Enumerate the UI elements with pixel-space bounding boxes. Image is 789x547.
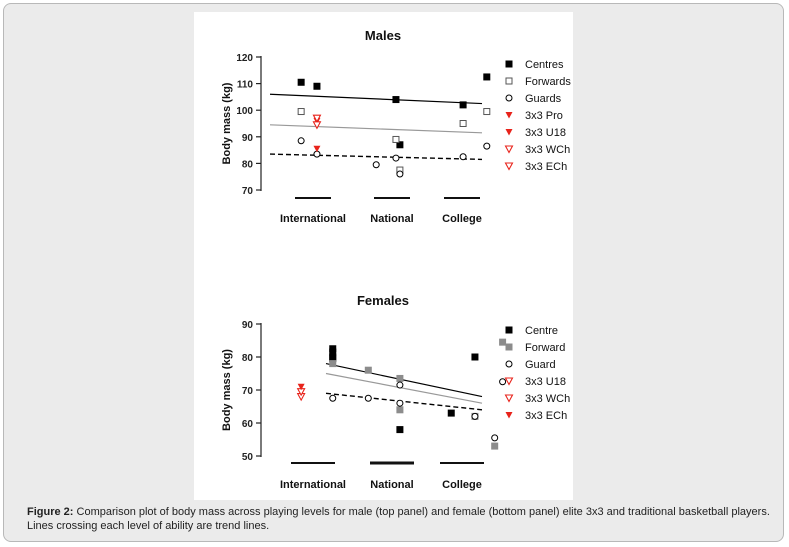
y-tick-label: 90: [242, 320, 254, 331]
legend-label-3x3-wch: 3x3 WCh: [525, 144, 570, 156]
trend-line-centres-trend: [269, 93, 483, 105]
legend-marker-forwards: [505, 77, 513, 85]
y-tick-label: 70: [242, 386, 254, 397]
y-tick-label: 80: [242, 159, 254, 170]
chart-title: Males: [365, 28, 401, 43]
legend-marker-guards: [505, 94, 513, 102]
data-point-centre: [329, 348, 337, 356]
data-point-centre: [329, 355, 337, 363]
legend-label-3x3-ech: 3x3 ECh: [525, 410, 567, 422]
data-point-centres: [396, 141, 404, 149]
legend-label-centres: Centres: [525, 59, 564, 71]
legend-label-forwards: Forwards: [525, 76, 571, 88]
figure-panel: Males Body mass (kg) 70 80 90 100 110 120 Intern…: [194, 12, 573, 500]
legend-label-3x3-pro: 3x3 Pro: [525, 110, 563, 122]
data-point-3x3-ech: [312, 121, 322, 130]
data-point-centre: [396, 426, 404, 434]
category-label-national: National: [370, 213, 413, 225]
data-point-forward: [364, 366, 372, 374]
y-tick-label: 50: [242, 452, 254, 463]
figure-svg: Males Body mass (kg) 70 80 90 100 110 120 Intern…: [221, 28, 571, 491]
trend-line-guards-trend: [269, 153, 483, 161]
data-point-guard: [329, 394, 337, 402]
data-point-3x3-u18: [313, 145, 321, 153]
data-point-forward: [499, 338, 507, 346]
y-tick-label: 60: [242, 419, 254, 430]
data-point-guards: [483, 142, 491, 150]
legend-label-centre: Centre: [525, 325, 558, 337]
legend-marker-3x3-ech: [505, 412, 513, 419]
data-point-centres: [459, 101, 467, 109]
y-tick-label: 90: [242, 133, 254, 144]
data-point-guard: [396, 381, 404, 389]
data-point-centre: [471, 353, 479, 361]
legend-marker-3x3-u18: [504, 377, 514, 386]
legend-marker-3x3-pro: [505, 112, 513, 119]
data-point-guard: [471, 412, 479, 420]
data-point-centres: [297, 78, 305, 86]
data-point-forwards: [483, 108, 491, 116]
y-axis-label: Body mass (kg): [221, 349, 233, 431]
legend-label-3x3-u18: 3x3 U18: [525, 127, 566, 139]
chart-title: Females: [357, 293, 409, 308]
legend-label-guards: Guards: [525, 93, 562, 105]
legend-label-3x3-u18: 3x3 U18: [525, 376, 566, 388]
legend-marker-forward: [505, 343, 513, 351]
data-point-guard: [364, 394, 372, 402]
category-label-college: College: [442, 213, 482, 225]
data-point-forwards: [297, 108, 305, 116]
data-point-3x3-ech: [297, 383, 305, 391]
legend-label-3x3-ech: 3x3 ECh: [525, 161, 567, 173]
data-point-guard: [491, 434, 499, 442]
legend-label-guard: Guard: [525, 359, 556, 371]
trend-line-forward-trend: [325, 372, 483, 404]
y-tick-label: 120: [236, 53, 253, 64]
data-point-forward: [329, 360, 337, 368]
data-point-guards: [297, 137, 305, 145]
legend-marker-3x3-wch: [504, 394, 514, 403]
category-label-national: National: [370, 479, 413, 491]
legend-marker-centre: [505, 326, 513, 334]
legend-marker-3x3-ech: [504, 162, 514, 171]
data-point-centres: [392, 96, 400, 104]
legend-marker-3x3-wch: [504, 145, 514, 154]
y-tick-label: 80: [242, 353, 254, 364]
data-point-centres: [313, 82, 321, 90]
trend-line-forwards-trend: [269, 124, 483, 134]
data-point-forwards: [392, 135, 400, 143]
data-point-guards: [372, 161, 380, 169]
trend-line-guard-trend: [325, 392, 483, 411]
data-point-guard: [499, 378, 507, 386]
legend-label-3x3-wch: 3x3 WCh: [525, 393, 570, 405]
trend-line-centre-trend: [325, 363, 483, 398]
category-label-college: College: [442, 479, 482, 491]
legend-marker-3x3-u18: [505, 129, 513, 136]
males-plot: Males Body mass (kg) 70 80 90 100 110 120 Intern…: [221, 28, 571, 225]
data-point-forward: [396, 374, 404, 382]
y-tick-label: 100: [236, 106, 253, 117]
caption-text: Comparison plot of body mass across play…: [27, 506, 770, 532]
data-point-forwards: [459, 120, 467, 127]
y-tick-label: 110: [237, 80, 254, 91]
data-point-3x3-wch: [312, 114, 322, 123]
category-label-international: International: [280, 213, 346, 225]
data-point-forward: [396, 406, 404, 414]
legend-label-forward: Forward: [525, 342, 565, 354]
category-label-international: International: [280, 479, 346, 491]
legend-marker-guard: [505, 360, 513, 368]
data-point-guard: [396, 399, 404, 407]
data-point-centre: [447, 409, 455, 417]
females-plot: Females Body mass (kg) 50 60 70 80 90 Internati…: [221, 293, 570, 491]
data-point-guards: [396, 170, 404, 178]
figure-frame: Males Body mass (kg) 70 80 90 100 110 120 Intern…: [3, 3, 784, 542]
data-point-forward: [491, 442, 499, 450]
caption-label: Figure 2:: [27, 506, 74, 518]
data-point-guards: [459, 153, 467, 161]
data-point-centres: [483, 73, 491, 81]
legend-marker-centres: [505, 60, 513, 68]
y-tick-label: 70: [242, 186, 254, 197]
data-point-guards: [392, 154, 400, 162]
y-axis-label: Body mass (kg): [221, 82, 233, 164]
figure-caption: Figure 2: Comparison plot of body mass a…: [27, 505, 771, 533]
